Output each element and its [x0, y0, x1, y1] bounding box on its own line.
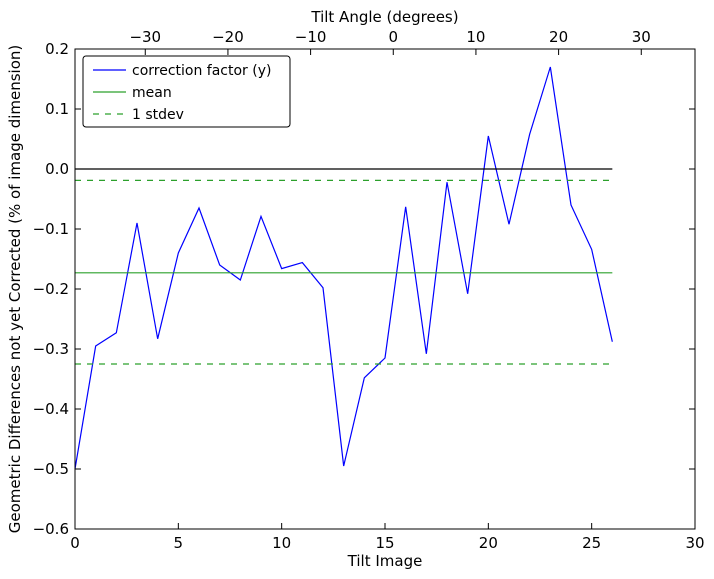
x-tick-label: 0	[70, 534, 80, 552]
top-tick-label: −30	[129, 28, 161, 46]
top-tick-label: 30	[632, 28, 651, 46]
x-tick-label: 10	[272, 534, 291, 552]
y-tick-label: −0.2	[33, 280, 69, 298]
x-axis-label: Tilt Image	[347, 552, 423, 570]
x-tick-label: 5	[174, 534, 184, 552]
legend: correction factor (y) mean 1 stdev	[82, 55, 291, 128]
x-tick-label: 30	[685, 534, 704, 552]
ticks-layer: 0 5 10 15 20 25 30 −0.6 −0.5 −0.4 −0.3 −0.2 −0.1 0.0 0…	[33, 28, 705, 552]
x-tick-label: 20	[479, 534, 498, 552]
top-tick-label: 10	[466, 28, 485, 46]
series-line-0	[74, 66, 613, 470]
y-tick-label: 0.0	[45, 160, 69, 178]
x-tick-label: 15	[375, 534, 394, 552]
y-tick-label: −0.4	[33, 400, 69, 418]
y-tick-label: −0.1	[33, 220, 69, 238]
top-axis-label: Tilt Angle (degrees)	[310, 8, 458, 26]
y-tick-label: −0.6	[33, 520, 69, 538]
y-tick-label: −0.5	[33, 460, 69, 478]
top-tick-label: 20	[549, 28, 568, 46]
y-tick-label: 0.2	[45, 40, 69, 58]
top-tick-label: −10	[295, 28, 327, 46]
top-tick-label: 0	[388, 28, 398, 46]
y-axis-label: Geometric Differences not yet Corrected …	[6, 45, 24, 534]
series-layer	[74, 66, 613, 470]
top-tick-label: −20	[212, 28, 244, 46]
legend-label-stdev: 1 stdev	[132, 107, 184, 123]
y-tick-label: −0.3	[33, 340, 69, 358]
legend-label-correction: correction factor (y)	[132, 63, 271, 79]
plot-frame	[74, 48, 696, 530]
legend-box	[82, 55, 291, 128]
x-tick-label: 25	[582, 534, 601, 552]
legend-label-mean: mean	[132, 85, 172, 101]
y-tick-label: 0.1	[45, 100, 69, 118]
plot-background	[75, 49, 695, 529]
